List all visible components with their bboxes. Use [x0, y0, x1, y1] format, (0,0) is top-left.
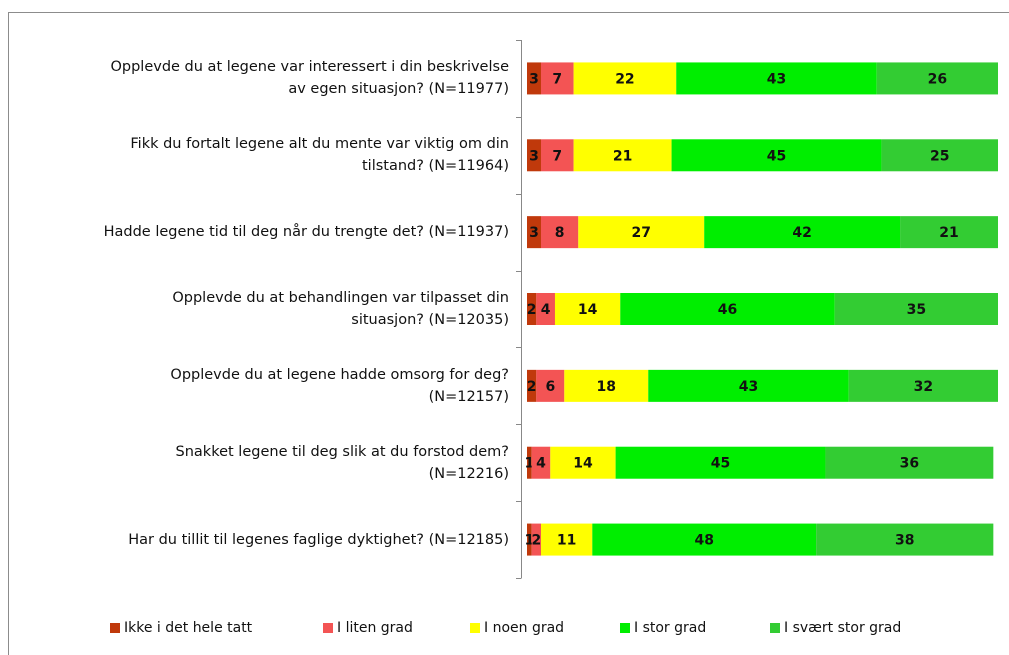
legend-label: I stor grad — [634, 620, 706, 636]
data-label: 46 — [718, 302, 737, 318]
data-label: 22 — [615, 71, 634, 87]
bar-segment — [527, 139, 541, 172]
bar-segment — [527, 293, 537, 325]
data-label: 4 — [541, 302, 551, 318]
bar-segment — [531, 523, 541, 556]
bar-segment — [704, 216, 901, 249]
data-label: 4 — [536, 456, 546, 472]
bar-segment — [564, 369, 649, 402]
data-label: 3 — [529, 225, 539, 241]
bar-segment — [848, 369, 998, 402]
legend-swatch — [620, 623, 630, 633]
data-label: 45 — [711, 456, 730, 472]
legend-swatch — [770, 623, 780, 633]
legend-label: I liten grad — [337, 620, 413, 636]
bar-segment — [531, 446, 551, 479]
legend-label: I noen grad — [484, 620, 564, 636]
data-label: 27 — [632, 225, 651, 241]
data-label: 11 — [557, 533, 576, 549]
data-label: 14 — [578, 302, 598, 318]
data-label: 18 — [597, 379, 616, 395]
data-label: 43 — [739, 379, 758, 395]
legend-swatch — [470, 623, 480, 633]
bar-segment — [825, 446, 994, 479]
data-label: 14 — [573, 456, 593, 472]
data-label: 7 — [552, 148, 562, 164]
chart-frame — [8, 12, 1009, 655]
category-label: Opplevde du at legene var interessert i … — [110, 59, 509, 98]
bar-segment — [540, 139, 574, 172]
data-label: 1 — [524, 533, 534, 549]
data-label: 43 — [767, 71, 786, 87]
data-label: 32 — [914, 379, 933, 395]
bar-segment — [816, 523, 994, 556]
bar-segment — [527, 523, 532, 556]
data-label: 38 — [895, 533, 914, 549]
data-label: 21 — [939, 225, 958, 241]
data-label: 8 — [555, 225, 565, 241]
data-label: 26 — [928, 71, 947, 87]
data-label: 3 — [529, 71, 539, 87]
bar-segment — [592, 523, 817, 556]
data-label: 2 — [527, 379, 537, 395]
legend-label: Ikke i det hele tatt — [124, 620, 253, 636]
data-label: 7 — [552, 71, 562, 87]
data-label: 36 — [900, 456, 919, 472]
bar-segment — [554, 293, 621, 325]
data-label: 3 — [529, 148, 539, 164]
bar-segment — [648, 369, 849, 402]
bar-segment — [900, 216, 998, 249]
bar-segment — [527, 446, 532, 479]
category-label: Hadde legene tid til deg når du trengte … — [103, 224, 509, 241]
data-label: 48 — [694, 533, 713, 549]
bar-segment — [834, 293, 998, 325]
data-label: 42 — [792, 225, 811, 241]
bar-segment — [573, 62, 677, 95]
legend-swatch — [110, 623, 120, 633]
data-label: 6 — [545, 379, 555, 395]
bar-segment — [527, 62, 541, 95]
data-label: 21 — [613, 148, 632, 164]
bar-segment — [876, 62, 998, 95]
legend-swatch — [323, 623, 333, 633]
bar-segment — [540, 62, 574, 95]
category-label: Snakket legene til deg slik at du forsto… — [175, 443, 509, 482]
data-label: 35 — [907, 302, 926, 318]
category-label: Opplevde du at behandlingen var tilpasse… — [172, 290, 509, 328]
bar-segment — [540, 523, 593, 556]
data-label: 45 — [767, 148, 786, 164]
bar-segment — [671, 139, 882, 172]
bar-segment — [536, 369, 565, 402]
data-label: 2 — [531, 533, 541, 549]
category-label: Har du tillit til legenes faglige dyktig… — [128, 531, 509, 548]
category-label: Fikk du fortalt legene alt du mente var … — [130, 136, 509, 175]
bar-segment — [578, 216, 705, 249]
data-label: 1 — [524, 456, 534, 472]
bar-segment — [615, 446, 826, 479]
bar-segment — [527, 369, 537, 402]
bar-segment — [881, 139, 998, 172]
legend-label: I svært stor grad — [784, 620, 901, 636]
bar-segment — [527, 216, 541, 249]
bar-segment — [536, 293, 555, 325]
bar-segment — [620, 293, 835, 325]
bar-segment — [676, 62, 877, 95]
bar-segment — [550, 446, 616, 479]
data-label: 25 — [930, 148, 949, 164]
bar-segment — [573, 139, 672, 172]
bar-segment — [540, 216, 579, 249]
data-label: 2 — [527, 302, 537, 318]
category-label: Opplevde du at legene hadde omsorg for d… — [170, 366, 509, 405]
